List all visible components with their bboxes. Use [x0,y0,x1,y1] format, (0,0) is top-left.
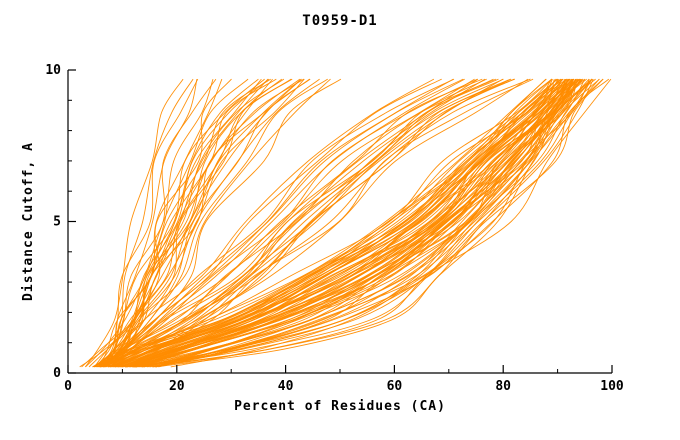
svg-text:80: 80 [495,379,511,394]
x-axis-label: Percent of Residues (CA) [234,399,446,414]
svg-text:20: 20 [169,379,185,394]
svg-text:0: 0 [53,366,61,381]
svg-text:60: 60 [387,379,403,394]
svg-text:40: 40 [278,379,294,394]
y-axis-label: Distance Cutoff, A [21,142,36,301]
svg-text:0: 0 [64,379,72,394]
svg-text:5: 5 [53,215,61,230]
chart-title: T0959-D1 [302,13,378,29]
svg-text:100: 100 [600,379,624,394]
svg-text:10: 10 [45,63,61,78]
